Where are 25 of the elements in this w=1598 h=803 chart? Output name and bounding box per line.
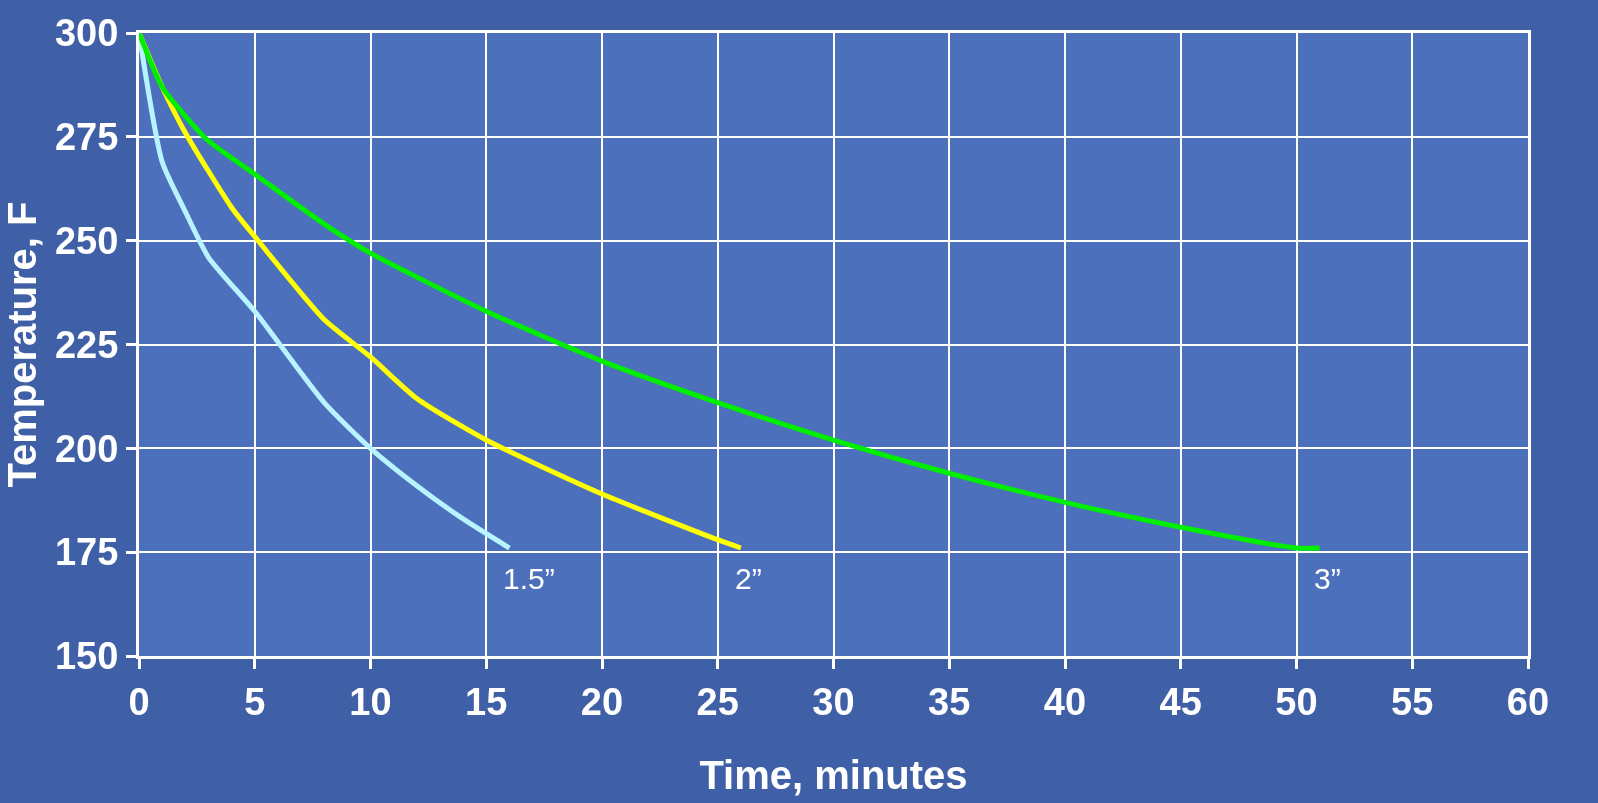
x-tick-label: 20 <box>580 680 624 723</box>
y-tick-label: 200 <box>54 427 119 470</box>
x-axis-title: Time, minutes <box>699 753 968 798</box>
x-tick-label: 0 <box>128 680 150 723</box>
x-tick-label: 50 <box>1275 680 1318 723</box>
x-tick-label: 15 <box>465 680 508 723</box>
x-tick-label: 25 <box>696 680 739 723</box>
x-tick-label: 60 <box>1506 680 1550 723</box>
x-tick-label: 45 <box>1159 680 1202 723</box>
y-tick-label: 275 <box>54 116 119 159</box>
x-tick-label: 55 <box>1391 680 1434 723</box>
series-label: 2” <box>735 562 762 595</box>
x-tick-label: 30 <box>812 680 855 723</box>
x-tick-label: 5 <box>244 680 266 723</box>
x-tick-label: 35 <box>928 680 971 723</box>
y-tick-label: 150 <box>54 635 119 678</box>
y-tick-label: 175 <box>54 531 119 574</box>
x-tick-label: 10 <box>349 680 392 723</box>
y-tick-label: 250 <box>54 219 119 262</box>
series-label: 1.5” <box>503 562 555 595</box>
y-tick-label: 225 <box>54 323 119 366</box>
y-axis-title: Temperature, F <box>0 201 44 488</box>
y-tick-label: 300 <box>54 12 119 55</box>
series-label: 3” <box>1314 562 1341 595</box>
x-tick-label: 40 <box>1043 680 1087 723</box>
